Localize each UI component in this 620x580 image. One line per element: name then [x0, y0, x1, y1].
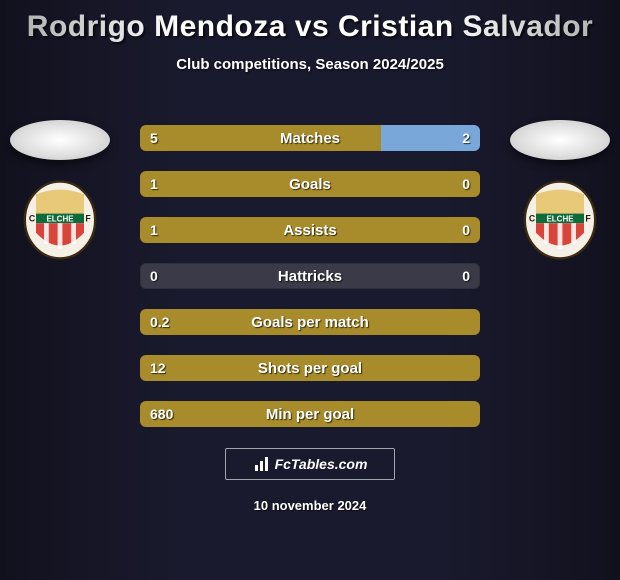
svg-text:ELCHE: ELCHE [546, 215, 574, 224]
stat-bar-player1 [140, 125, 381, 151]
stat-row: Hattricks0 0 [140, 263, 480, 289]
stat-value-player1: 0 [150, 263, 158, 289]
player2-photo [510, 120, 610, 160]
stat-bar-player1 [140, 355, 480, 381]
stat-bar-player1 [140, 309, 480, 335]
player2-club-badge: ELCHE C F [520, 180, 600, 260]
stat-value-player2: 0 [462, 263, 470, 289]
svg-text:F: F [585, 214, 591, 224]
stat-bar-player1 [140, 171, 480, 197]
player1-photo [10, 120, 110, 160]
svg-text:ELCHE: ELCHE [46, 215, 74, 224]
brand-badge: FcTables.com [225, 448, 395, 480]
stat-bar-player1 [140, 401, 480, 427]
stat-label: Hattricks [140, 268, 480, 285]
stat-bar-player1 [140, 217, 480, 243]
stat-row: Goals10 [140, 171, 480, 197]
stat-row: Matches52 [140, 125, 480, 151]
stat-row: Goals per match0.2 [140, 309, 480, 335]
brand-text: FcTables.com [275, 456, 368, 472]
stat-row: Min per goal680 [140, 401, 480, 427]
stats-rows: Matches52 Goals10 Assists10 Hattricks0 0 Goal… [140, 125, 480, 427]
stat-row: Assists10 [140, 217, 480, 243]
stat-row: Shots per goal12 [140, 355, 480, 381]
svg-text:F: F [85, 214, 91, 224]
player1-club-badge: ELCHE C F [20, 180, 100, 260]
stat-bar-player2 [381, 125, 480, 151]
brand-icon [253, 455, 271, 473]
svg-text:C: C [529, 214, 536, 224]
footer-date: 10 november 2024 [0, 498, 620, 513]
svg-text:C: C [29, 214, 36, 224]
